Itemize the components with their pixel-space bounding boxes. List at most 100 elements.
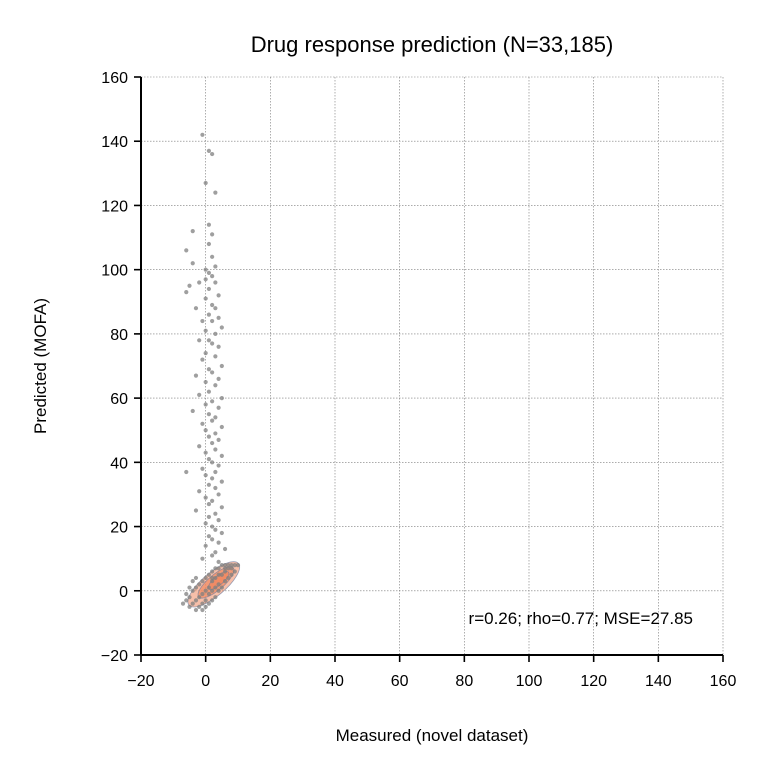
data-point: [222, 579, 228, 584]
data-point: [200, 357, 205, 362]
data-point: [216, 588, 221, 593]
x-tick-label: 20: [261, 673, 279, 690]
data-points: [180, 132, 241, 613]
data-point: [206, 338, 211, 343]
data-point: [213, 527, 218, 532]
data-point: [184, 598, 189, 603]
data-point: [206, 534, 211, 539]
data-point: [210, 498, 215, 503]
data-point: [232, 569, 237, 574]
data-point: [219, 424, 224, 430]
data-point: [216, 315, 221, 320]
data-point: [210, 254, 215, 259]
data-point: [200, 591, 205, 597]
x-tick-label: 160: [710, 673, 737, 690]
data-point: [213, 469, 218, 475]
y-tick-label: 0: [119, 584, 128, 601]
data-point: [200, 466, 205, 471]
data-point: [213, 331, 218, 336]
data-point: [213, 447, 218, 452]
y-tick-label: 140: [101, 134, 128, 151]
data-point: [213, 354, 218, 359]
data-point: [210, 232, 215, 237]
data-point: [206, 389, 211, 394]
data-point: [222, 569, 228, 574]
data-point: [193, 575, 199, 581]
x-tick-label: 140: [645, 673, 672, 690]
data-point: [210, 569, 215, 574]
data-point: [210, 151, 215, 157]
x-tick-label: −20: [127, 673, 154, 690]
stats-annotation: r=0.26; rho=0.77; MSE=27.85: [469, 609, 693, 628]
density-contours: [187, 561, 241, 608]
data-point: [197, 595, 202, 600]
data-point: [216, 572, 221, 577]
y-tick-label: 80: [110, 327, 128, 344]
data-point: [210, 575, 215, 581]
data-point: [210, 537, 215, 542]
data-point: [190, 229, 195, 234]
data-point: [200, 579, 205, 584]
data-point: [216, 344, 221, 349]
data-point: [184, 248, 189, 253]
data-point: [197, 280, 202, 285]
data-point: [206, 514, 211, 520]
chart-title: Drug response prediction (N=33,185): [251, 32, 614, 57]
data-point: [206, 434, 211, 439]
x-tick-label: 120: [580, 673, 607, 690]
data-point: [213, 595, 218, 600]
data-point: [216, 582, 221, 587]
data-point: [184, 290, 189, 295]
data-point: [210, 273, 215, 279]
data-point: [187, 604, 192, 609]
y-tick-label: 40: [110, 455, 128, 472]
data-point: [197, 489, 202, 494]
data-point: [203, 296, 208, 301]
data-point: [193, 585, 199, 590]
data-point: [219, 585, 224, 590]
data-point: [203, 521, 208, 526]
data-point: [213, 190, 218, 195]
data-point: [216, 376, 221, 381]
data-point: [203, 328, 208, 333]
axes: −20 0 20 40 60 80 100 120 140 160 −20 0 20 40 60 80 100 1…: [101, 70, 737, 690]
y-tick-label: 160: [101, 70, 128, 87]
data-point: [213, 575, 218, 581]
data-point: [219, 325, 224, 330]
data-point: [203, 428, 208, 433]
data-point: [216, 492, 221, 497]
data-point: [219, 572, 224, 577]
grid: [141, 76, 724, 655]
data-point: [210, 524, 215, 529]
data-point: [197, 444, 202, 449]
data-point: [203, 379, 208, 385]
data-point: [187, 283, 192, 288]
y-tick-label: −20: [101, 648, 128, 665]
data-point: [203, 575, 208, 581]
data-point: [197, 392, 202, 397]
data-point: [213, 511, 218, 516]
data-point: [200, 556, 205, 561]
data-point: [210, 440, 215, 446]
data-point: [219, 363, 224, 369]
data-point: [213, 550, 218, 555]
data-point: [203, 180, 208, 186]
data-point: [213, 585, 218, 590]
data-point: [210, 370, 215, 375]
data-point: [206, 585, 211, 590]
x-axis-label: Measured (novel dataset): [336, 726, 529, 745]
data-point: [206, 591, 211, 597]
data-point: [219, 479, 224, 484]
data-point: [187, 595, 192, 600]
data-point: [219, 530, 224, 536]
data-point: [184, 469, 189, 475]
data-point: [213, 485, 218, 491]
data-point: [206, 312, 211, 317]
data-point: [203, 495, 208, 500]
data-point: [180, 601, 186, 606]
data-point: [219, 453, 224, 459]
data-point: [210, 341, 215, 346]
data-point: [190, 579, 195, 584]
